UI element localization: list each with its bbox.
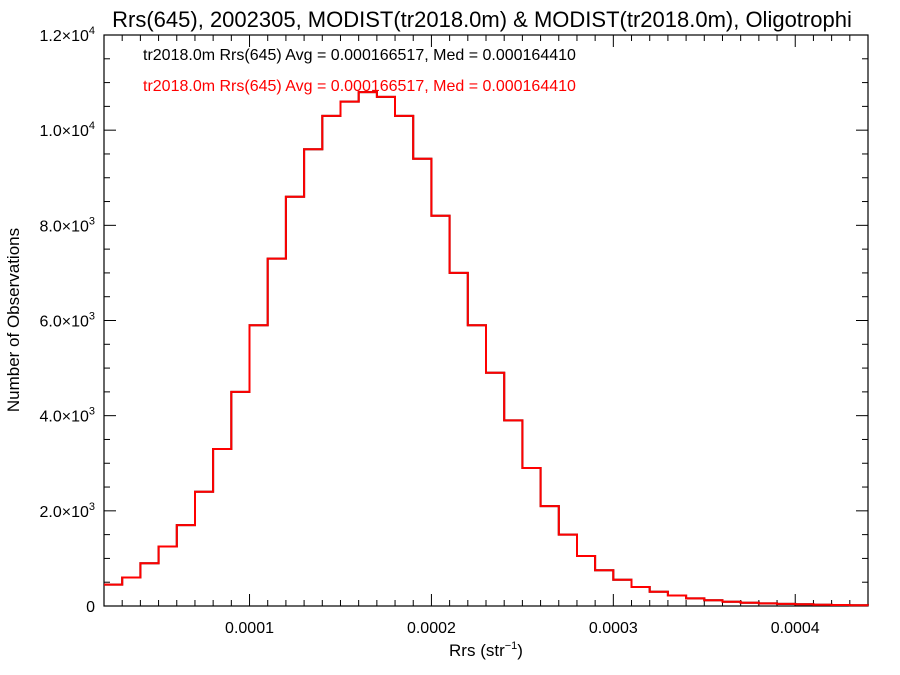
y-tick-mantissa: 6.0×10: [39, 314, 88, 331]
y-tick-mantissa: 8.0×10: [39, 218, 88, 235]
y-axis: 02.0×1034.0×1036.0×1038.0×1031.0×1041.2×…: [39, 25, 868, 616]
y-tick-label: 1.2×104: [39, 25, 95, 45]
y-tick-label: 8.0×103: [39, 215, 95, 235]
legend-entry-red: tr2018.0m Rrs(645) Avg = 0.000166517, Me…: [143, 78, 576, 95]
y-tick-mantissa: 1.0×10: [39, 123, 88, 140]
y-tick-label: 2.0×103: [39, 501, 95, 521]
y-tick-exponent: 3: [89, 311, 95, 323]
y-tick-exponent: 3: [89, 501, 95, 513]
x-tick-label: 0.0004: [771, 620, 820, 637]
y-tick-mantissa: 1.2×10: [39, 28, 88, 45]
y-axis-label: Number of Observations: [4, 228, 23, 412]
x-axis-label: Rrs (str−1): [449, 640, 523, 660]
y-tick-label: 0: [86, 599, 95, 616]
x-axis: 0.0001 0.0002 0.0003 0.0004: [121, 35, 869, 637]
plot-frame: [103, 34, 869, 607]
legend-entry-black: tr2018.0m Rrs(645) Avg = 0.000166517, Me…: [143, 47, 576, 64]
y-tick-exponent: 4: [89, 120, 95, 132]
y-tick-exponent: 4: [89, 25, 95, 37]
x-tick-label: 0.0003: [589, 620, 638, 637]
y-tick-mantissa: 0: [86, 599, 95, 616]
y-tick-mantissa: 4.0×10: [39, 409, 88, 426]
x-tick-label: 0.0002: [407, 620, 456, 637]
series-line-1: [104, 91, 869, 607]
chart-title: Rrs(645), 2002305, MODIST(tr2018.0m) & M…: [112, 7, 852, 32]
y-tick-exponent: 3: [89, 406, 95, 418]
x-tick-label: 0.0001: [225, 620, 274, 637]
series-layer: [104, 91, 869, 607]
y-tick-exponent: 3: [89, 215, 95, 227]
x-axis-label-sup: −1: [505, 640, 518, 652]
y-tick-mantissa: 2.0×10: [39, 504, 88, 521]
y-tick-label: 6.0×103: [39, 311, 95, 331]
y-tick-label: 1.0×104: [39, 120, 95, 140]
x-axis-label-end: ): [517, 641, 523, 660]
x-axis-label-main: Rrs (str: [449, 641, 505, 660]
y-tick-label: 4.0×103: [39, 406, 95, 426]
